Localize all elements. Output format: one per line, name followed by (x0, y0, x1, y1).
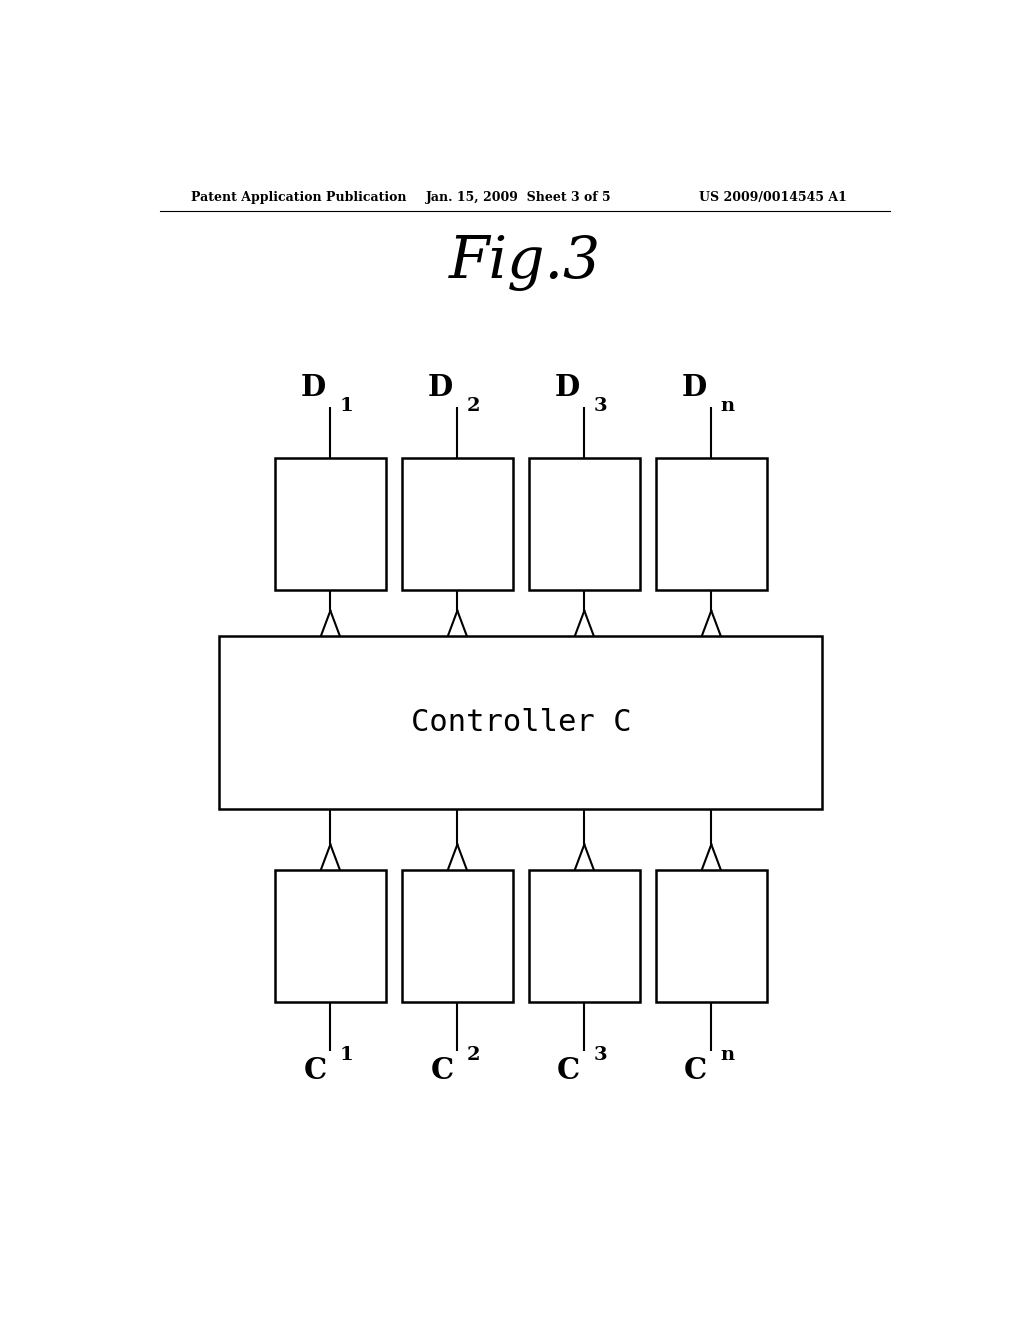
Text: Jan. 15, 2009  Sheet 3 of 5: Jan. 15, 2009 Sheet 3 of 5 (426, 191, 611, 203)
Bar (274, 870, 386, 1002)
Text: 3: 3 (594, 1045, 607, 1064)
Text: D: D (428, 374, 454, 403)
Text: D: D (555, 374, 581, 403)
Text: C: C (557, 1056, 581, 1085)
Bar (219, 636, 822, 809)
Text: C: C (684, 1056, 708, 1085)
Text: Controller C: Controller C (411, 708, 631, 737)
Text: 1: 1 (340, 1045, 353, 1064)
Bar (655, 458, 767, 590)
Text: 1: 1 (340, 396, 353, 414)
Text: 3: 3 (594, 396, 607, 414)
Text: US 2009/0014545 A1: US 2009/0014545 A1 (699, 191, 847, 203)
Text: Fig.3: Fig.3 (449, 235, 601, 292)
Text: C: C (430, 1056, 454, 1085)
Text: Patent Application Publication: Patent Application Publication (191, 191, 407, 203)
Bar (528, 870, 640, 1002)
Bar (655, 870, 767, 1002)
Bar (401, 458, 513, 590)
Text: 2: 2 (467, 1045, 480, 1064)
Text: n: n (721, 1045, 735, 1064)
Text: D: D (301, 374, 327, 403)
Text: n: n (721, 396, 735, 414)
Text: D: D (682, 374, 708, 403)
Bar (528, 458, 640, 590)
Text: C: C (303, 1056, 327, 1085)
Bar (274, 458, 386, 590)
Text: 2: 2 (467, 396, 480, 414)
Bar (401, 870, 513, 1002)
